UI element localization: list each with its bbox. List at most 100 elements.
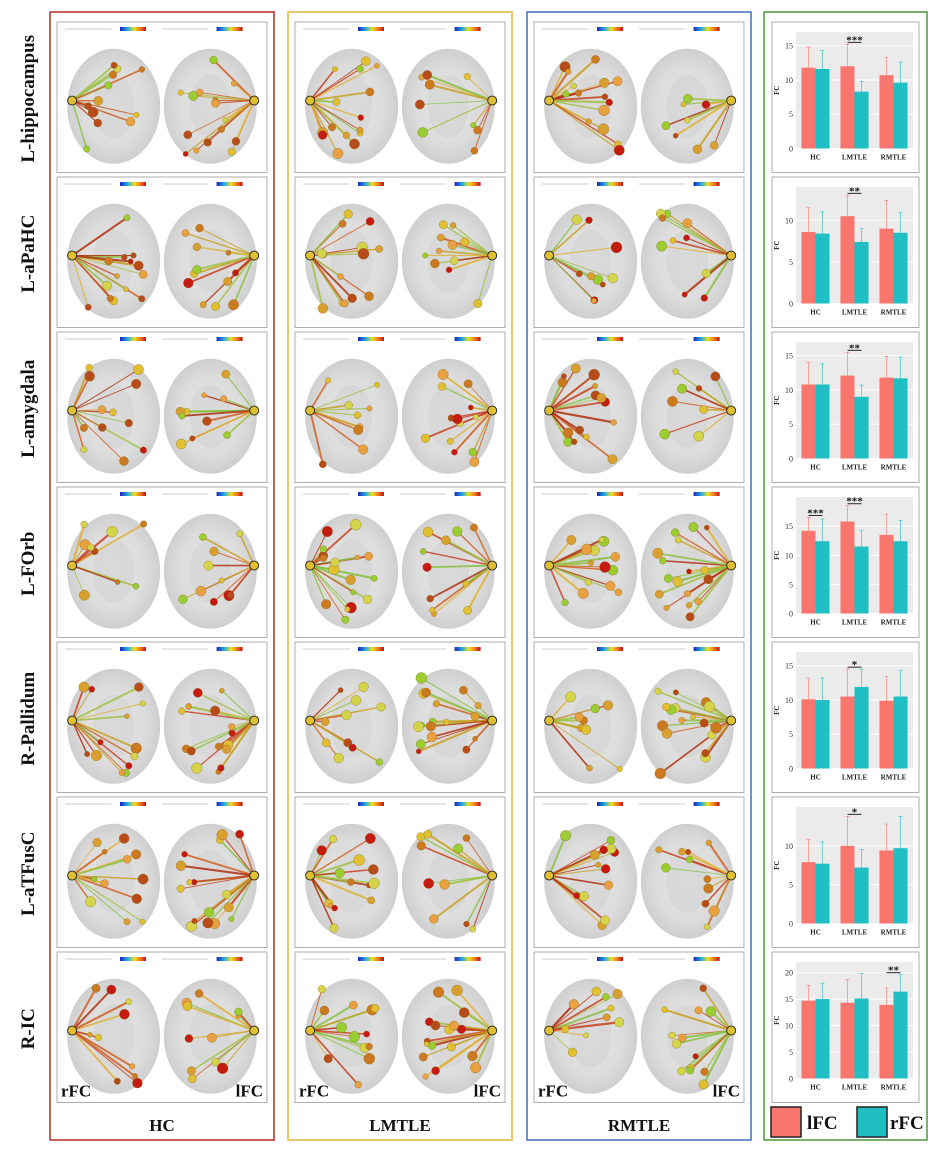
connection-edge: [225, 373, 255, 411]
region-node: [343, 738, 353, 748]
connection-edge: [71, 74, 114, 102]
region-node: [85, 896, 97, 908]
bar-lfc: [879, 534, 894, 614]
region-node: [451, 449, 458, 456]
connection-edge: [71, 719, 135, 757]
connection-edge: [72, 410, 129, 424]
connection-edge: [206, 409, 255, 423]
region-node: [132, 583, 140, 590]
region-node: [362, 594, 373, 605]
brain-network-panel: [533, 21, 745, 173]
region-node: [341, 710, 352, 721]
region-node: [321, 738, 331, 748]
connection-edge: [438, 250, 493, 257]
region-node: [128, 1063, 136, 1070]
region-node: [459, 685, 468, 695]
connection-edge: [548, 58, 597, 102]
seed-node: [487, 560, 498, 571]
seed-node: [305, 405, 316, 416]
region-node: [202, 917, 214, 929]
connection-edge: [202, 536, 255, 567]
connection-edge: [198, 992, 255, 1032]
y-tick-label: 5: [789, 110, 793, 119]
connection-edge: [309, 686, 364, 721]
region-node: [430, 1020, 441, 1031]
region-node: [84, 102, 92, 110]
region-node: [222, 744, 232, 754]
region-node: [182, 1001, 193, 1011]
region-node: [91, 984, 101, 993]
connection-edge: [452, 244, 493, 257]
x-tick-label: RMTLE: [881, 464, 907, 472]
bar-rfc: [893, 991, 908, 1079]
region-node: [678, 1033, 687, 1042]
connection-edge: [71, 875, 128, 923]
region-node: [606, 836, 616, 845]
region-node: [449, 222, 457, 229]
brain-network-panel: [56, 641, 268, 793]
region-node: [209, 56, 218, 65]
region-node: [560, 830, 571, 842]
region-node: [354, 1081, 362, 1089]
region-node: [437, 233, 445, 242]
region-node: [374, 63, 380, 69]
region-node: [192, 242, 201, 251]
connection-edge: [71, 1013, 125, 1032]
region-node: [599, 281, 606, 288]
brain-midregion: [92, 539, 135, 603]
region-node: [698, 1079, 709, 1090]
x-tick-label: LMTLE: [842, 619, 868, 627]
connection-edge: [548, 255, 613, 279]
region-node: [610, 419, 617, 426]
connection-edge: [664, 1008, 732, 1032]
corner-label-lfc: lFC: [236, 1082, 263, 1101]
region-node: [571, 214, 582, 225]
region-node: [597, 123, 610, 135]
colorbar: [693, 647, 720, 651]
region-node: [463, 921, 470, 928]
region-node: [656, 240, 668, 252]
brain-midregion: [189, 694, 232, 758]
region-node: [610, 552, 621, 562]
connection-edge: [429, 564, 493, 600]
region-node: [470, 122, 477, 129]
region-node: [566, 535, 577, 545]
colorbar: [120, 27, 146, 31]
brain-network-panel: [533, 331, 745, 483]
region-node: [703, 574, 714, 585]
region-node: [332, 148, 344, 159]
bar-rfc: [893, 848, 908, 924]
region-node: [363, 1053, 375, 1065]
seed-node: [726, 405, 737, 416]
region-node: [661, 121, 671, 131]
connection-edge: [661, 245, 732, 257]
connection-edge: [426, 74, 493, 102]
legend-label-rfc: rFC: [890, 1113, 924, 1134]
bar-lfc: [840, 216, 855, 304]
region-node: [585, 216, 593, 224]
connection-edge: [657, 690, 732, 722]
seed-node: [305, 715, 316, 726]
corner-label-rfc: rFC: [538, 1082, 568, 1101]
row-labels: L-hippocampus L-aPaHC L-amygdala L-FOrb R-Pa…: [18, 35, 39, 1049]
row-label: R-IC: [18, 1008, 39, 1049]
brain-network-panel: rFC lFC: [294, 951, 506, 1103]
bar-lfc: [879, 850, 894, 924]
region-node: [661, 728, 673, 739]
connection-edge: [548, 409, 613, 460]
region-node: [193, 688, 203, 698]
colorbar: [454, 182, 481, 186]
colorbar: [358, 27, 384, 31]
legend: lFC rFC: [770, 1106, 924, 1138]
y-tick-label: 5: [789, 420, 793, 429]
connection-edge: [71, 375, 91, 411]
region-node: [140, 446, 147, 454]
region-node: [114, 273, 120, 279]
colorbar: [693, 337, 720, 341]
connection-edge: [190, 874, 255, 928]
region-node: [561, 599, 569, 607]
region-node: [87, 106, 99, 118]
brain-network-panel: rFC lFC: [56, 951, 268, 1103]
bar-chart: 0 5 10 15 FC HC LMTLE RMTLE **: [771, 331, 920, 483]
region-node: [85, 364, 93, 372]
